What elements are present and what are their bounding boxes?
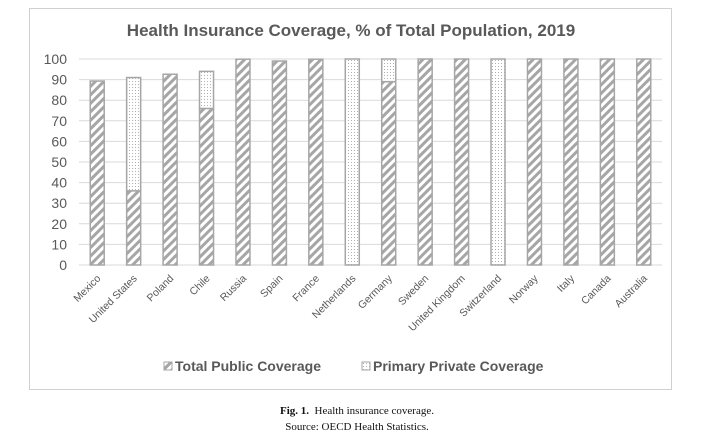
bar-public [235,58,251,266]
legend-label-private: Primary Private Coverage [373,358,544,374]
y-tick-label: 30 [51,195,67,211]
x-tick-label: Russia [218,273,249,304]
figure-caption: Fig. 1. Health insurance coverage. [0,405,714,417]
bar-public [162,73,178,266]
chart-title: Health Insurance Coverage, % of Total Po… [127,21,575,40]
x-tick-label: Mexico [71,273,103,305]
legend-label-public: Total Public Coverage [175,358,321,374]
bar-public [198,107,215,266]
bar-public [636,58,652,266]
y-tick-label: 100 [44,51,68,67]
y-tick-label: 50 [51,154,67,170]
bar-public [125,190,142,266]
bar-private [490,58,506,266]
caption-label: Fig. 1. [280,405,310,417]
caption-source: Source: OECD Health Statistics. [285,421,429,433]
x-tick-label: Germany [356,272,396,312]
y-tick-label: 90 [51,72,67,88]
x-tick-label: Chile [187,273,213,299]
bar-public [271,60,288,266]
chart-frame: Health Insurance Coverage, % of Total Po… [29,8,672,390]
x-tick-label: Sweden [396,273,431,308]
caption-text: Health insurance coverage. [314,405,434,417]
legend-swatch-public [163,361,173,371]
bar-chart: Health Insurance Coverage, % of Total Po… [44,21,662,374]
bar-public [89,80,105,266]
bar-public [417,58,433,266]
x-tick-label: Norway [507,272,541,306]
legend: Total Public Coverage Primary Private Co… [163,358,544,374]
bar-public [563,58,579,266]
x-tick-label: France [290,273,322,305]
y-tick-label: 80 [51,92,67,108]
x-tick-label: Australia [613,273,650,310]
x-tick-label: Poland [145,273,177,305]
bar-private [125,76,142,192]
bar-public [599,58,616,266]
legend-swatch-private [361,361,371,371]
bar-public [308,58,324,266]
bar-private [198,70,215,110]
x-tick-label: Canada [579,273,614,308]
bar-public [380,80,397,266]
bar-public [526,58,543,266]
x-tick-label: Italy [555,272,578,295]
y-tick-label: 0 [59,257,67,273]
y-tick-label: 20 [51,216,67,232]
bar-private [344,58,361,266]
y-tick-label: 10 [51,236,67,252]
bar-public [453,58,470,266]
y-tick-label: 40 [51,175,67,191]
bar-private [380,58,397,83]
x-tick-label: Spain [258,273,286,301]
y-tick-label: 70 [51,113,67,129]
y-tick-label: 60 [51,133,67,149]
